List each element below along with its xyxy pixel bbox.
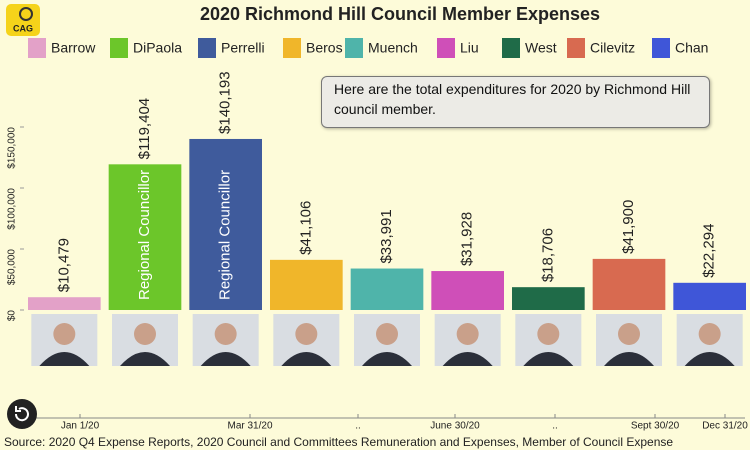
- timeline-label: Sept 30/20: [631, 421, 680, 432]
- legend-swatch: [567, 38, 585, 58]
- legend-label: West: [525, 40, 557, 56]
- legend-swatch: [652, 38, 670, 58]
- photo-body: [362, 352, 412, 366]
- bar: [592, 258, 666, 310]
- legend-label: Liu: [460, 40, 479, 56]
- photo-head: [698, 323, 721, 345]
- photo-body: [281, 352, 332, 366]
- legend-label: DiPaola: [133, 40, 182, 56]
- value-label: $18,706: [539, 228, 556, 282]
- photo-head: [537, 323, 560, 345]
- y-tick-label: $100,000: [7, 188, 18, 230]
- bar-label: Regional Councillor: [136, 170, 153, 300]
- timeline-label: June 30/20: [430, 421, 480, 432]
- timeline-label: Mar 31/20: [227, 421, 272, 432]
- replay-icon: [15, 406, 21, 412]
- replay-icon: [14, 407, 29, 422]
- value-label: $31,928: [459, 212, 476, 266]
- bar: [512, 287, 585, 310]
- legend-swatch: [198, 38, 216, 58]
- photo-body: [200, 352, 251, 366]
- legend-swatch: [283, 38, 301, 58]
- source: Source: 2020 Q4 Expense Reports, 2020 Co…: [4, 435, 673, 449]
- y-tick-label: $150,000: [7, 127, 18, 169]
- photo-head: [53, 323, 76, 345]
- bar: [431, 271, 504, 310]
- photo-body: [684, 352, 735, 366]
- legend-swatch: [110, 38, 128, 58]
- timeline-label: Dec 31/20: [702, 421, 748, 432]
- logo-icon: [19, 7, 33, 21]
- photo-head: [295, 323, 318, 345]
- y-tick-label: $0: [7, 310, 18, 322]
- legend-swatch: [28, 38, 46, 58]
- photo-head: [456, 323, 479, 345]
- legend-label: Barrow: [51, 40, 96, 56]
- legend-label: Cilevitz: [590, 40, 635, 56]
- legend-swatch: [437, 38, 455, 58]
- bar: [350, 268, 424, 310]
- legend-swatch: [345, 38, 363, 58]
- timeline-label: ..: [552, 421, 558, 432]
- photo-body: [39, 352, 90, 366]
- bar: [108, 164, 182, 310]
- timeline-label: ..: [355, 421, 361, 432]
- photo-body: [442, 352, 493, 366]
- legend-label: Muench: [368, 40, 418, 56]
- annotation: Here are the total expenditures for 2020…: [321, 76, 710, 128]
- value-label: $22,294: [701, 224, 718, 278]
- photo-body: [523, 352, 574, 366]
- photo-body: [120, 352, 170, 366]
- legend-swatch: [502, 38, 520, 58]
- photo-body: [604, 352, 654, 366]
- logo: CAG: [13, 23, 33, 33]
- value-label: $10,479: [55, 238, 72, 292]
- legend-label: Perrelli: [221, 40, 265, 56]
- timeline-label: Jan 1/20: [61, 421, 100, 432]
- bar: [28, 297, 101, 310]
- value-label: $119,404: [136, 98, 153, 159]
- bar: [189, 138, 262, 310]
- legend-label: Chan: [675, 40, 708, 56]
- bar-label: Regional Councillor: [217, 170, 234, 300]
- value-label: $41,900: [620, 200, 637, 254]
- legend-label: Beros: [306, 40, 343, 56]
- y-tick-label: $50,000: [7, 249, 18, 286]
- replay-button[interactable]: [7, 399, 37, 429]
- value-label: $33,991: [378, 209, 395, 263]
- value-label: $140,193: [217, 71, 234, 134]
- photo-head: [214, 323, 237, 345]
- bar: [673, 282, 746, 310]
- bar: [270, 259, 343, 310]
- value-label: $41,106: [297, 201, 314, 255]
- photo-head: [376, 323, 398, 345]
- photo-head: [134, 323, 156, 345]
- photo-head: [618, 323, 640, 345]
- chart-title: 2020 Richmond Hill Council Member Expens…: [200, 4, 600, 24]
